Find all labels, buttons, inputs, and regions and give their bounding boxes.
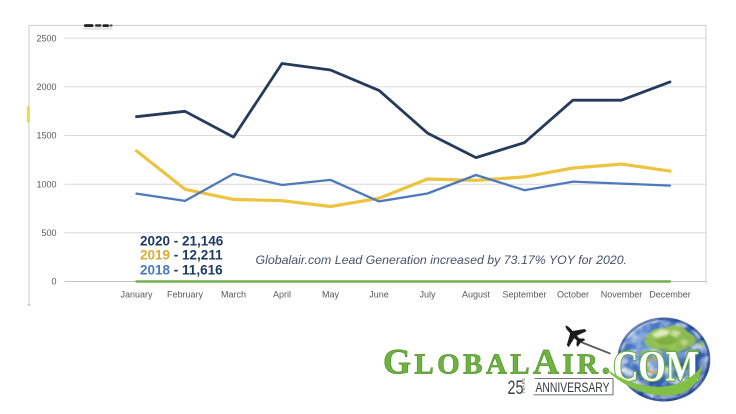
svg-text:ANNIVERSARY: ANNIVERSARY (536, 380, 610, 395)
svg-text:500: 500 (41, 228, 56, 238)
svg-text:2500: 2500 (36, 33, 56, 43)
svg-text:May: May (322, 290, 340, 300)
svg-text:July: July (419, 290, 436, 300)
svg-text:1000: 1000 (36, 179, 56, 189)
svg-text:2000: 2000 (36, 82, 56, 92)
svg-text:2020 - 21,146: 2020 - 21,146 (140, 233, 224, 248)
svg-text:December: December (649, 290, 691, 300)
svg-text:0: 0 (51, 277, 56, 287)
svg-text:1500: 1500 (36, 131, 56, 141)
svg-text:March: March (221, 290, 246, 300)
svg-text:Globalair.com Lead Generation: Globalair.com Lead Generation increased … (256, 253, 628, 267)
svg-text:YEARS: YEARS (521, 378, 526, 394)
svg-text:January: January (120, 290, 153, 300)
svg-text:2018 - 11,616: 2018 - 11,616 (140, 262, 223, 277)
svg-text:June: June (369, 290, 389, 300)
svg-text:November: November (601, 290, 643, 300)
svg-text:February: February (167, 290, 204, 300)
svg-text:October: October (557, 290, 589, 300)
svg-text:GLOBALAIR.: GLOBALAIR. (383, 342, 614, 382)
svg-text:September: September (502, 290, 546, 300)
svg-text:April: April (273, 290, 291, 300)
svg-text:2019 - 12,211: 2019 - 12,211 (140, 248, 223, 263)
svg-text:August: August (462, 290, 491, 300)
svg-text:25: 25 (508, 377, 524, 399)
